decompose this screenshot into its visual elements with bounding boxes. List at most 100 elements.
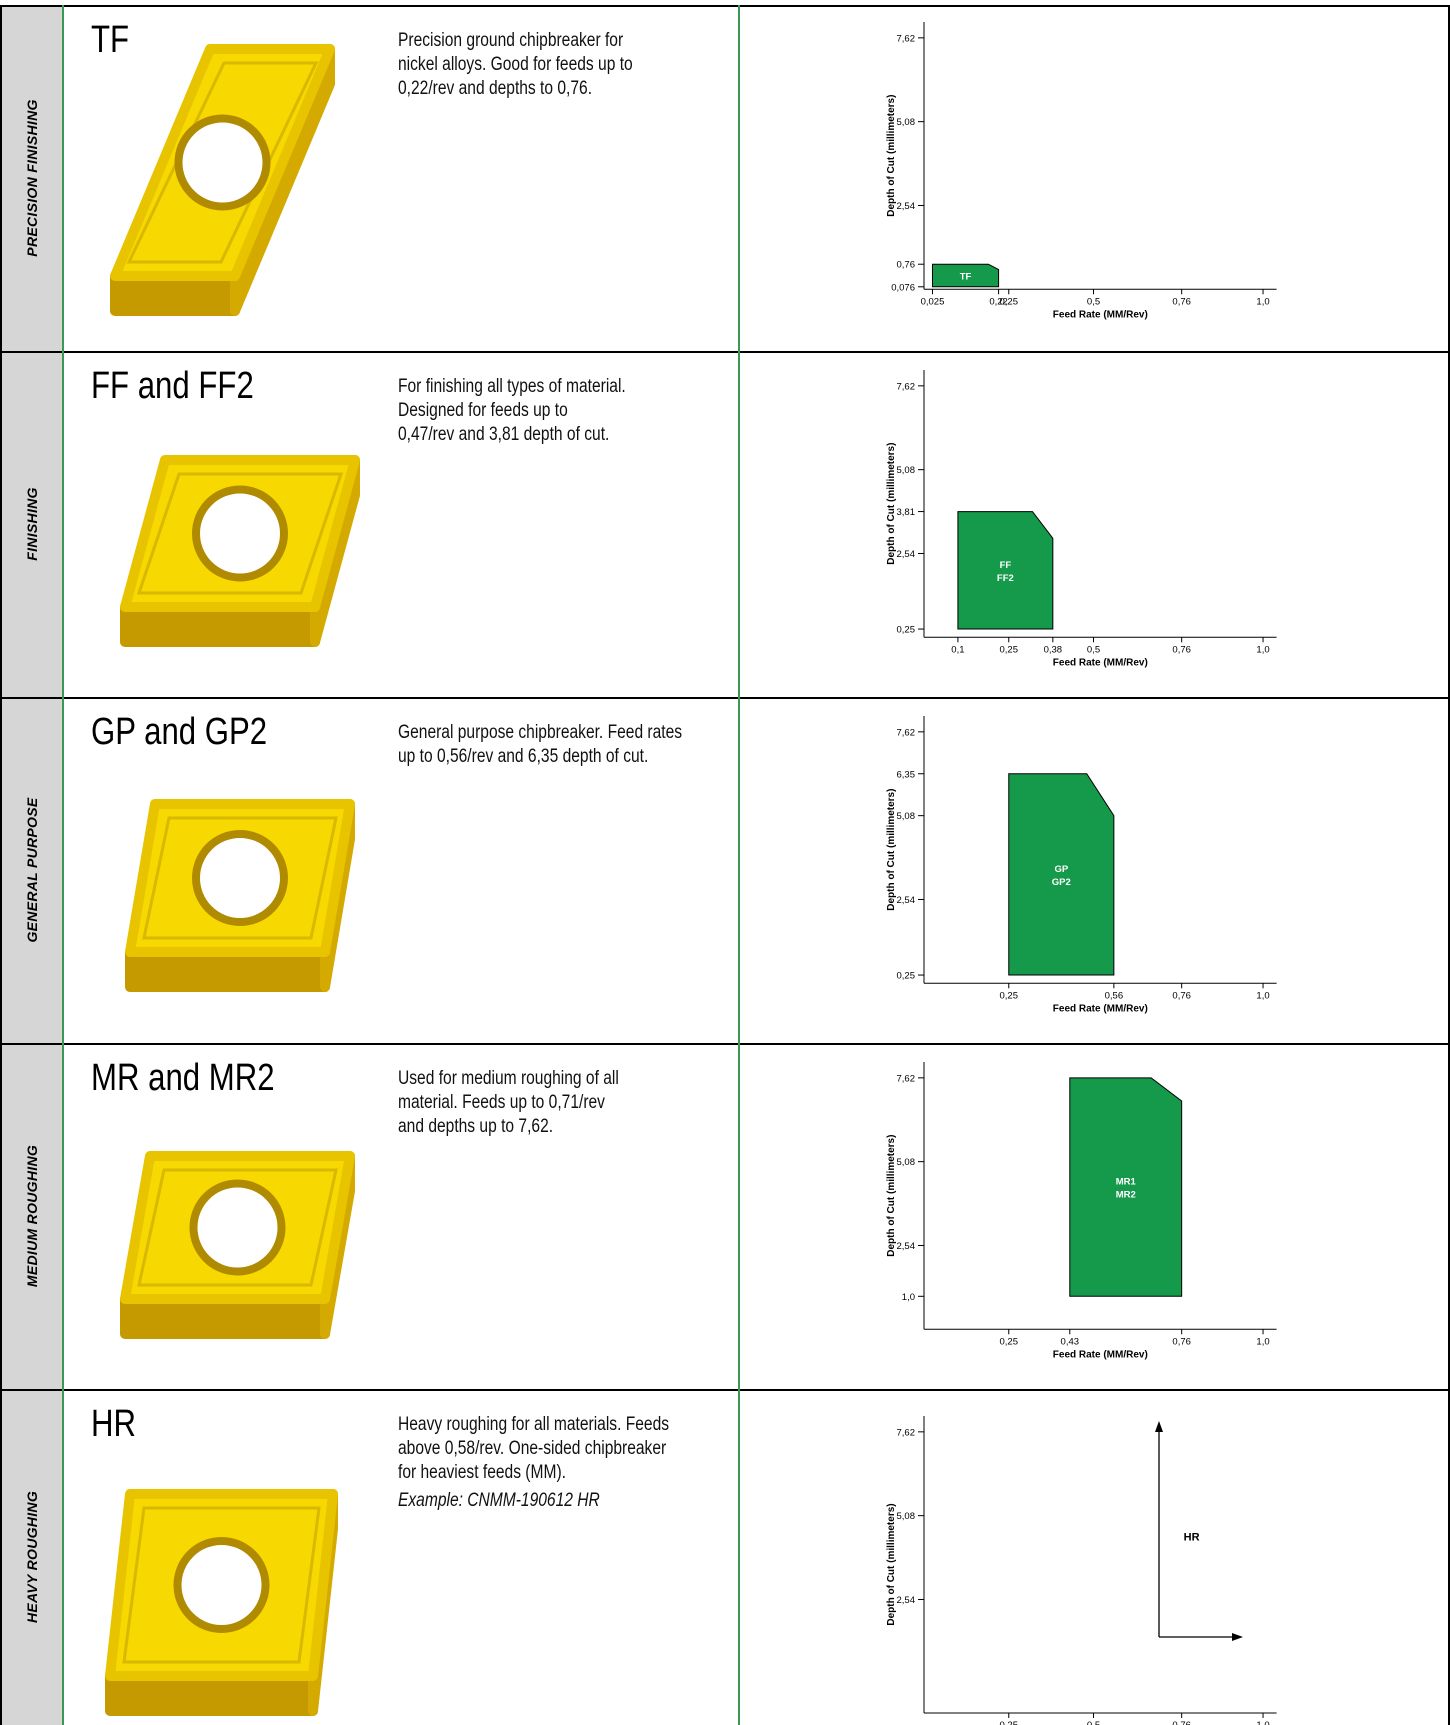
x-tick-label: 0,25 bbox=[1000, 1720, 1019, 1725]
y-tick-label: 0,76 bbox=[897, 260, 916, 271]
y-tick-label: 5,08 bbox=[897, 1511, 916, 1522]
row: GENERAL PURPOSE GP and GP2 General purpose… bbox=[0, 697, 1450, 1043]
insert-title: MR and MR2 bbox=[91, 1057, 275, 1099]
category-cell: FINISHING bbox=[0, 351, 63, 697]
x-tick-label: 0,76 bbox=[1172, 1720, 1191, 1725]
insert-image bbox=[120, 455, 360, 647]
category-divider bbox=[62, 5, 64, 1725]
x-tick-label: 0,25 bbox=[1000, 1336, 1019, 1347]
example: Example: CNMM-190612 HR bbox=[398, 1490, 600, 1511]
frame-top bbox=[0, 5, 1450, 7]
region-label: GP2 bbox=[1052, 877, 1071, 888]
description-line: for heaviest feeds (MM). bbox=[398, 1462, 566, 1483]
chart: 7,62 5,08 3,81 2,54 0,25 0,1 0,25 0,38 0,5 0,76 1,… bbox=[886, 370, 1277, 668]
y-axis-label: Depth of Cut (millimeters) bbox=[886, 95, 897, 217]
y-tick-label: 2,54 bbox=[897, 1595, 916, 1606]
row-separator bbox=[0, 351, 1450, 353]
y-tick-label: 0,25 bbox=[897, 971, 916, 982]
insert-face-inner bbox=[137, 1168, 338, 1287]
y-tick-label: 6,35 bbox=[897, 769, 916, 780]
chart-divider bbox=[738, 5, 740, 1725]
description-line: General purpose chipbreaker. Feed rates bbox=[398, 722, 683, 743]
x-tick-label: 1,0 bbox=[1256, 644, 1269, 655]
insert-image bbox=[105, 1489, 338, 1716]
category-cell: PRECISION FINISHING bbox=[0, 5, 63, 351]
insert-image bbox=[120, 1151, 355, 1339]
description-line: up to 0,56/rev and 6,35 depth of cut. bbox=[398, 746, 649, 767]
description-line: Precision ground chipbreaker for bbox=[398, 30, 624, 51]
x-tick-label: 0,76 bbox=[1172, 990, 1191, 1001]
y-tick-label: 7,62 bbox=[897, 1073, 916, 1084]
x-axis-label: Feed Rate (MM/Rev) bbox=[1053, 1349, 1148, 1360]
frame-left bbox=[0, 5, 2, 1725]
y-tick-label: 5,08 bbox=[897, 811, 916, 822]
region bbox=[1008, 773, 1115, 976]
x-tick-label: 0,5 bbox=[1087, 644, 1100, 655]
description-line: and depths up to 7,62. bbox=[398, 1116, 554, 1137]
y-tick-label: 5,08 bbox=[897, 465, 916, 476]
chart: 7,62 6,35 5,08 2,54 0,25 0,25 0,56 0,76 1,0 Feed … bbox=[886, 716, 1277, 1014]
y-tick-label: 2,54 bbox=[897, 549, 916, 560]
region-label: MR1 bbox=[1116, 1177, 1137, 1188]
y-tick-label: 0,076 bbox=[891, 282, 915, 293]
insert-hole bbox=[192, 830, 288, 926]
x-tick-label: 0,76 bbox=[1172, 644, 1191, 655]
description-line: Used for medium roughing of all bbox=[398, 1068, 619, 1089]
y-tick-label: 2,54 bbox=[897, 895, 916, 906]
x-tick-label: 0,56 bbox=[1105, 990, 1124, 1001]
x-tick-label: 0,5 bbox=[1087, 1720, 1100, 1725]
row: MEDIUM ROUGHING MR and MR2 Used for medium… bbox=[0, 1043, 1450, 1389]
description-line: material. Feeds up to 0,71/rev bbox=[398, 1092, 605, 1113]
x-tick-label: 0,025 bbox=[921, 296, 945, 307]
insert-title: HR bbox=[91, 1403, 137, 1445]
description-line: Designed for feeds up to bbox=[398, 400, 568, 421]
y-tick-label: 2,54 bbox=[897, 1241, 916, 1252]
x-tick-label: 0,76 bbox=[1172, 296, 1191, 307]
x-tick-label: 1,0 bbox=[1256, 990, 1269, 1001]
insert-side bbox=[120, 1294, 330, 1339]
x-tick-label: 0,43 bbox=[1061, 1336, 1080, 1347]
row-separator bbox=[0, 1389, 1450, 1391]
x-tick-label: 0,5 bbox=[1087, 296, 1100, 307]
y-axis-label: Depth of Cut (millimeters) bbox=[886, 1135, 897, 1257]
insert-image bbox=[125, 799, 355, 992]
y-tick-label: 7,62 bbox=[897, 33, 916, 44]
annotation: HR bbox=[1184, 1532, 1200, 1544]
x-tick-label: 1,0 bbox=[1256, 296, 1269, 307]
description: For finishing all types of material. Desi… bbox=[398, 375, 626, 447]
description-line: 0,47/rev and 3,81 depth of cut. bbox=[398, 424, 610, 445]
y-tick-label: 0,25 bbox=[897, 625, 916, 636]
insert-hole bbox=[189, 1179, 286, 1276]
y-axis-label: Depth of Cut (millimeters) bbox=[886, 443, 897, 565]
insert-side bbox=[105, 1671, 318, 1716]
insert-hole bbox=[192, 485, 288, 582]
x-tick-label: 0,1 bbox=[951, 644, 964, 655]
y-axis-label: Depth of Cut (millimeters) bbox=[886, 1503, 897, 1625]
arrow-head bbox=[1232, 1633, 1243, 1641]
y-axis-label: Depth of Cut (millimeters) bbox=[886, 789, 897, 911]
insert-hole bbox=[173, 1537, 270, 1633]
region-label: MR2 bbox=[1116, 1190, 1136, 1201]
x-tick-label: 0,25 bbox=[1000, 990, 1019, 1001]
frame-right bbox=[1448, 5, 1450, 1725]
x-tick-label: 1,0 bbox=[1256, 1720, 1269, 1725]
region-label: TF bbox=[960, 272, 972, 283]
x-tick-label: 0,25 bbox=[1000, 296, 1019, 307]
chart: 7,62 5,08 2,54 1,0 0,25 0,43 0,76 1,0 Feed Rate … bbox=[886, 1062, 1277, 1360]
region-label: FF bbox=[1000, 560, 1012, 571]
x-tick-label: 1,0 bbox=[1256, 1336, 1269, 1347]
description-line: For finishing all types of material. bbox=[398, 376, 626, 397]
description-line: above 0,58/rev. One-sided chipbreaker bbox=[398, 1438, 667, 1459]
row-separator bbox=[0, 1043, 1450, 1045]
y-tick-label: 5,08 bbox=[897, 117, 916, 128]
category-cell: MEDIUM ROUGHING bbox=[0, 1043, 63, 1389]
insert-title: TF bbox=[91, 19, 130, 61]
x-axis-label: Feed Rate (MM/Rev) bbox=[1053, 309, 1148, 320]
description: Heavy roughing for all materials. Feeds a… bbox=[398, 1413, 669, 1513]
arrow-head bbox=[1155, 1421, 1163, 1432]
description: General purpose chipbreaker. Feed rates u… bbox=[398, 721, 682, 769]
description-line: 0,22/rev and depths to 0,76. bbox=[398, 78, 593, 99]
insert-title: GP and GP2 bbox=[91, 711, 268, 753]
